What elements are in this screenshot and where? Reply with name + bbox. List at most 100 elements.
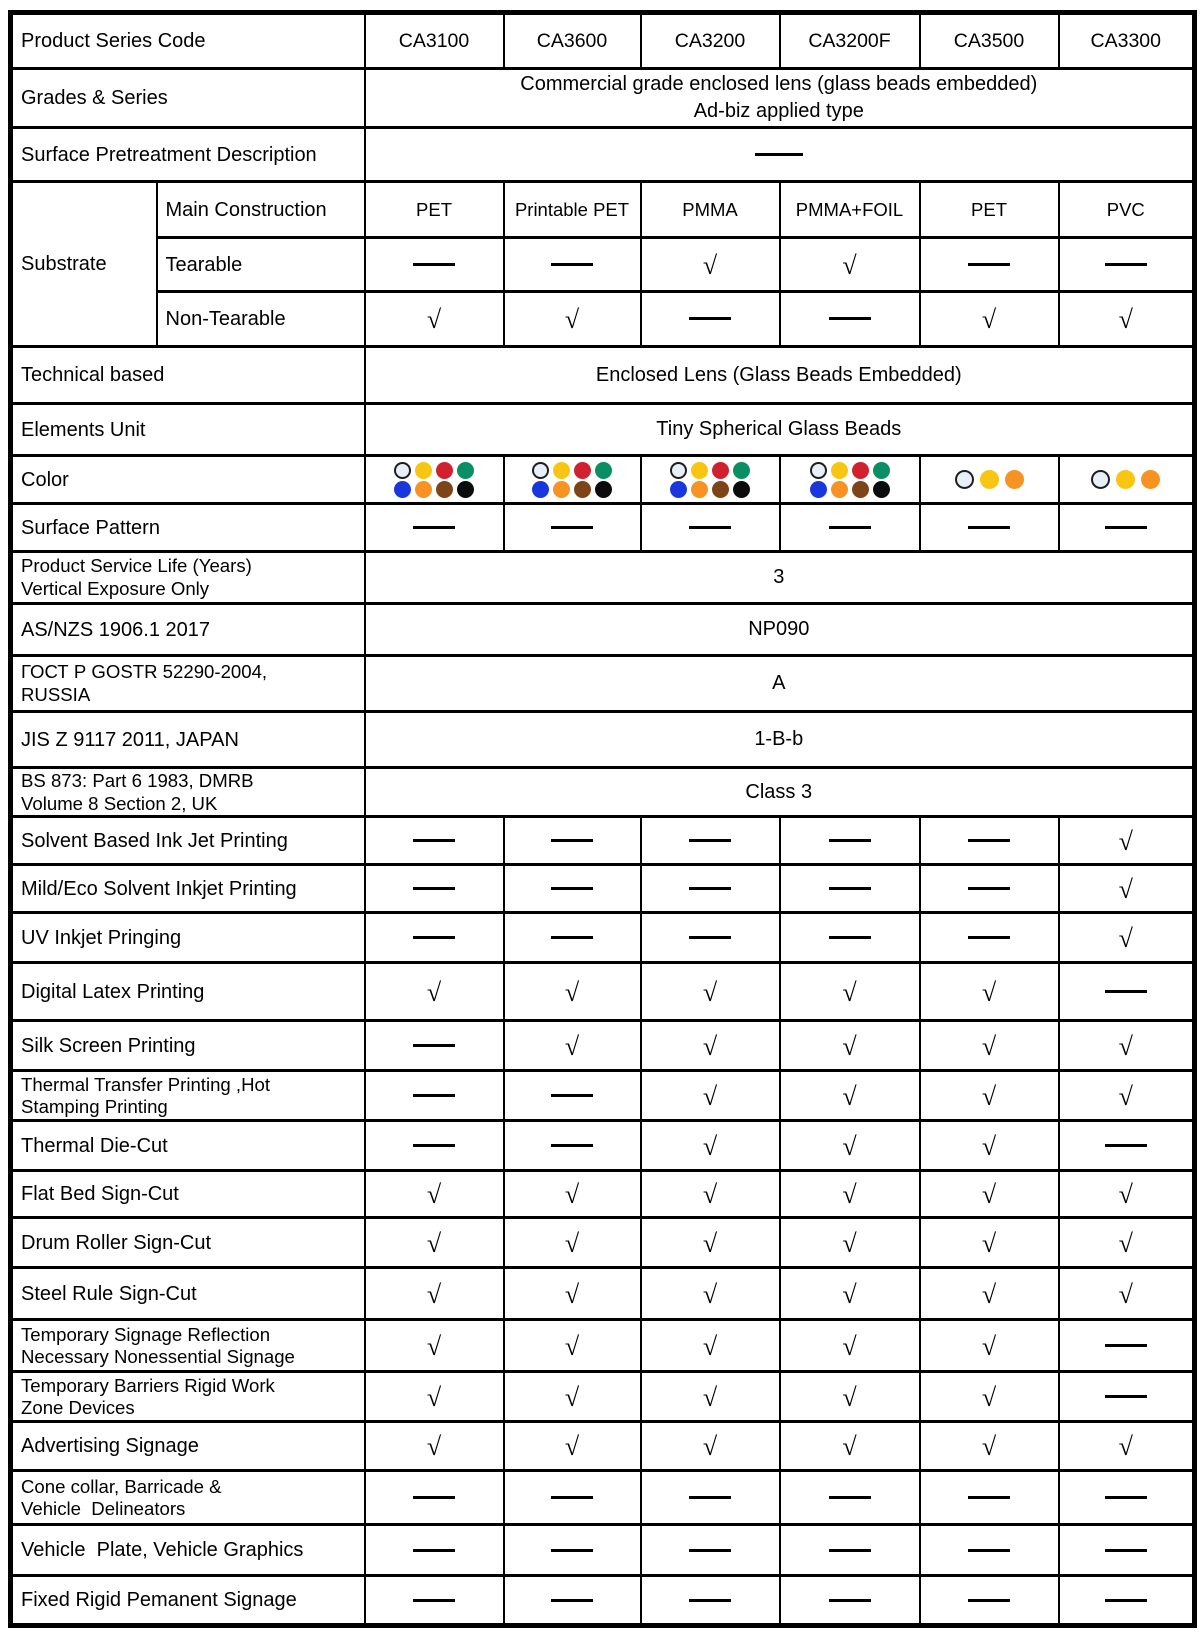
value-cell bbox=[363, 1574, 505, 1628]
value-cell: √ bbox=[778, 236, 921, 293]
dash-icon bbox=[551, 839, 594, 843]
dash-icon bbox=[413, 1094, 456, 1098]
check-icon: √ bbox=[1118, 826, 1133, 856]
value-cell: √ bbox=[778, 1420, 921, 1473]
value-cell: √ bbox=[778, 1069, 921, 1123]
value-cell: √ bbox=[778, 1169, 921, 1220]
color-dot-orange bbox=[691, 480, 709, 498]
check-icon: √ bbox=[842, 1081, 857, 1111]
row-label-cell: Cone collar, Barricade & Vehicle Delinea… bbox=[9, 1469, 366, 1527]
row-label-cell: Drum Roller Sign-Cut bbox=[9, 1216, 366, 1270]
row-label-cell: Fixed Rigid Pemanent Signage bbox=[9, 1574, 366, 1628]
value-cell: √ bbox=[363, 1169, 505, 1220]
dash-icon bbox=[968, 1548, 1011, 1552]
check-icon: √ bbox=[426, 1180, 442, 1210]
value-cell: √ bbox=[502, 1420, 642, 1473]
table-row: Grades & Series Commercial grade enclosed… bbox=[9, 67, 1196, 129]
row-label-cell: Surface Pattern bbox=[9, 502, 366, 553]
check-icon: √ bbox=[564, 977, 580, 1007]
value-cell: √ bbox=[1057, 1216, 1196, 1270]
dash-icon bbox=[828, 1548, 871, 1552]
value-cell: √ bbox=[363, 961, 505, 1023]
color-dot-brown bbox=[574, 480, 592, 498]
value-cell bbox=[502, 1574, 642, 1628]
header-label-cell: Product Series Code bbox=[9, 11, 366, 70]
value-cell bbox=[363, 863, 505, 915]
value-cell bbox=[1057, 1318, 1196, 1374]
row-label-cell: UV Inkjet Pringing bbox=[9, 911, 366, 965]
color-dot-blue bbox=[532, 480, 550, 498]
table-row: Vehicle Plate, Vehicle Graphics bbox=[9, 1523, 1196, 1578]
check-icon: √ bbox=[1118, 1081, 1133, 1111]
value-cell: √ bbox=[778, 1216, 921, 1270]
check-icon: √ bbox=[1118, 1279, 1133, 1309]
dash-icon bbox=[551, 1144, 594, 1148]
color-dot-black bbox=[733, 480, 751, 498]
value-cell bbox=[1057, 1119, 1196, 1173]
dash-icon bbox=[828, 317, 871, 321]
dash-icon bbox=[689, 1548, 732, 1552]
check-icon: √ bbox=[702, 1180, 718, 1210]
table-row: JIS Z 9117 2011, JAPAN 1-B-b bbox=[9, 710, 1196, 769]
dash-icon bbox=[1104, 1344, 1147, 1348]
row-label-cell: Product Service Life (Years) Vertical Ex… bbox=[9, 550, 366, 605]
value-cell bbox=[1057, 1469, 1196, 1527]
value-cell: √ bbox=[778, 961, 921, 1023]
check-icon: √ bbox=[981, 1081, 997, 1111]
dash-icon bbox=[828, 839, 871, 843]
value-cell: A bbox=[363, 654, 1196, 713]
value-cell: √ bbox=[502, 1169, 642, 1220]
dash-icon bbox=[1104, 1548, 1147, 1552]
check-icon: √ bbox=[564, 1180, 580, 1210]
dash-icon bbox=[1104, 1395, 1147, 1399]
row-label-cell: Technical based bbox=[9, 345, 366, 405]
table-row: Tearable √ √ bbox=[11, 236, 1196, 293]
value-cell bbox=[502, 1523, 642, 1578]
value-cell: √ bbox=[502, 1318, 642, 1374]
check-icon: √ bbox=[981, 1279, 997, 1309]
check-icon: √ bbox=[842, 1279, 857, 1309]
check-icon: √ bbox=[981, 305, 997, 334]
value-cell bbox=[363, 502, 505, 553]
table-row: Drum Roller Sign-Cut √ √ √ √ √ √ bbox=[9, 1216, 1196, 1270]
value-cell: √ bbox=[1057, 1266, 1196, 1322]
check-icon: √ bbox=[1118, 874, 1133, 904]
color-dot-red bbox=[574, 461, 592, 479]
dash-icon bbox=[689, 936, 732, 940]
dash-icon bbox=[413, 936, 456, 940]
row-label-cell: Temporary Barriers Rigid Work Zone Devic… bbox=[9, 1370, 366, 1424]
table-row: Solvent Based Ink Jet Printing √ bbox=[9, 815, 1196, 867]
dash-icon bbox=[1104, 1144, 1147, 1148]
color-dot-white bbox=[809, 461, 827, 479]
value-cell bbox=[918, 911, 1060, 965]
value-cell bbox=[363, 1119, 505, 1173]
color-swatch-group bbox=[526, 461, 618, 498]
value-cell: √ bbox=[363, 1420, 505, 1473]
check-icon: √ bbox=[1118, 1180, 1133, 1210]
check-icon: √ bbox=[564, 1331, 580, 1361]
value-cell: √ bbox=[363, 290, 505, 348]
table-row: Steel Rule Sign-Cut √ √ √ √ √ √ bbox=[9, 1266, 1196, 1322]
check-icon: √ bbox=[1118, 923, 1133, 953]
product-code-cell: CA3600 bbox=[502, 11, 642, 70]
value-cell bbox=[1057, 502, 1196, 553]
dash-icon bbox=[828, 887, 871, 891]
table-row: Elements Unit Tiny Spherical Glass Beads bbox=[9, 402, 1196, 457]
table-row: Product Service Life (Years) Vertical Ex… bbox=[9, 550, 1196, 605]
value-cell bbox=[363, 911, 505, 965]
material-cell: PMMA+FOIL bbox=[778, 180, 921, 239]
value-cell: √ bbox=[639, 1318, 781, 1374]
check-icon: √ bbox=[426, 1279, 442, 1309]
value-cell: √ bbox=[778, 1119, 921, 1173]
check-icon: √ bbox=[702, 1031, 718, 1061]
row-label-cell: BS 873: Part 6 1983, DMRB Volume 8 Secti… bbox=[9, 765, 366, 819]
dash-icon bbox=[968, 936, 1011, 940]
table-row: Product Series Code CA3100 CA3600 CA3200 CA3… bbox=[9, 11, 1196, 70]
check-icon: √ bbox=[564, 1031, 580, 1061]
color-swatch-cell bbox=[639, 454, 781, 505]
table-row: Technical based Enclosed Lens (Glass Bead… bbox=[9, 345, 1196, 405]
check-icon: √ bbox=[426, 1228, 442, 1258]
value-cell: √ bbox=[1057, 290, 1196, 348]
dash-icon bbox=[413, 1548, 456, 1552]
value-cell bbox=[363, 236, 505, 293]
